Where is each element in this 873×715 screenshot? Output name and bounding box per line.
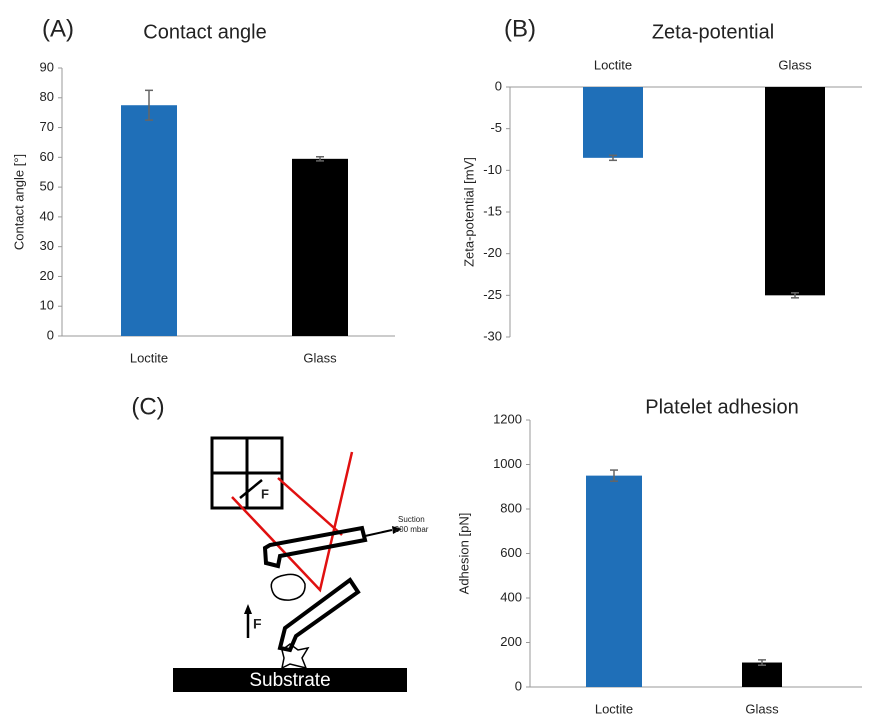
bar: [292, 159, 348, 336]
force-label: F: [261, 486, 269, 501]
bar: [765, 87, 825, 295]
bar: [586, 476, 642, 687]
y-tick-label: 1200: [493, 411, 522, 426]
x-tick-label: Glass: [303, 350, 337, 365]
figure: (C) F Suction -200 mbar F Substrate Cont…: [0, 0, 873, 715]
suction-arrow: [365, 530, 392, 536]
y-tick-label: -10: [483, 162, 502, 177]
y-tick-label: 800: [500, 500, 522, 515]
y-tick-label: 600: [500, 545, 522, 560]
chart-title: Platelet adhesion: [645, 396, 798, 418]
force-label: F: [253, 616, 262, 632]
y-tick-label: 50: [40, 179, 54, 194]
bar: [121, 105, 177, 336]
y-axis-label: Zeta-potential [mV]: [461, 157, 476, 267]
chart-title: Zeta-potential: [652, 21, 774, 43]
y-tick-label: -15: [483, 203, 502, 218]
x-tick-label: Loctite: [595, 701, 633, 715]
platelet: [282, 644, 308, 668]
x-tick-label: Loctite: [594, 57, 632, 72]
y-tick-label: 70: [40, 119, 54, 134]
y-tick-label: 20: [40, 268, 54, 283]
y-tick-label: -5: [490, 120, 502, 135]
y-tick-label: 90: [40, 59, 54, 74]
bar: [742, 663, 782, 687]
y-tick-label: 0: [515, 678, 522, 693]
y-tick-label: -20: [483, 245, 502, 260]
panel-label: (A): [42, 15, 74, 42]
y-tick-label: 10: [40, 298, 54, 313]
pressure-label: -200 mbar: [392, 525, 429, 534]
substrate-label: Substrate: [249, 670, 330, 691]
force-arrow: [240, 480, 262, 498]
panel-label: (B): [504, 15, 536, 42]
y-tick-label: 0: [495, 78, 502, 93]
x-tick-label: Glass: [745, 701, 779, 715]
x-tick-label: Glass: [778, 57, 812, 72]
y-tick-label: 400: [500, 589, 522, 604]
y-axis-label: Adhesion [pN]: [456, 513, 471, 595]
panel-label: (C): [131, 393, 164, 420]
cell: [271, 574, 305, 600]
y-tick-label: 60: [40, 149, 54, 164]
diagram: (C) F Suction -200 mbar F Substrate: [131, 393, 428, 692]
y-tick-label: 80: [40, 89, 54, 104]
laser: [278, 478, 342, 535]
arrow-head: [244, 604, 252, 614]
x-tick-label: Loctite: [130, 350, 168, 365]
y-tick-label: -25: [483, 287, 502, 302]
bar: [583, 87, 643, 158]
suction-label: Suction: [398, 515, 425, 524]
y-axis-label: Contact angle [°]: [11, 154, 26, 250]
y-tick-label: 40: [40, 208, 54, 223]
y-tick-label: 1000: [493, 456, 522, 471]
y-tick-label: 30: [40, 238, 54, 253]
y-tick-label: 200: [500, 634, 522, 649]
y-tick-label: -30: [483, 328, 502, 343]
chart-title: Contact angle: [143, 21, 266, 43]
y-tick-label: 0: [47, 327, 54, 342]
